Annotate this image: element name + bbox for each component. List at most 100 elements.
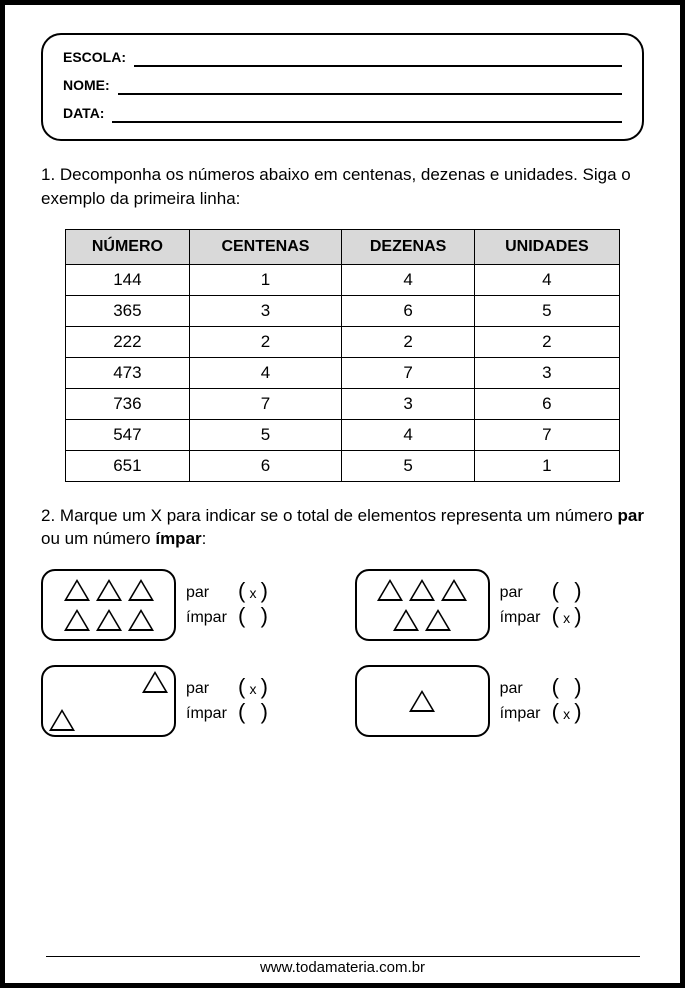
par-checkbox[interactable] [552,678,582,700]
table-row: 473473 [66,357,620,388]
impar-checkbox[interactable] [238,703,268,725]
impar-label: ímpar [186,609,234,627]
impar-row: ímparx [500,607,582,629]
q2-part-b: ou um número [41,529,155,548]
table-cell: 3 [189,295,342,326]
table-cell: 651 [66,450,190,481]
shape-row [363,579,482,601]
name-row: NOME: [63,77,622,95]
table-row: 547547 [66,419,620,450]
student-info-box: ESCOLA: NOME: DATA: [41,33,644,141]
triangle-icon [128,609,154,631]
shape-box [355,569,490,641]
choices-grid: parxímparparímparxparxímparparímparx [41,569,644,737]
table-cell: 3 [342,388,475,419]
shape-row [49,609,168,631]
par-label: par [186,680,234,698]
table-cell: 2 [189,326,342,357]
shape-row [363,690,482,712]
table-cell: 4 [342,264,475,295]
triangle-icon [425,609,451,631]
question-1-text: 1. Decomponha os números abaixo em cente… [41,163,644,211]
shape-box [41,665,176,737]
table-cell: 6 [189,450,342,481]
triangle-icon [409,690,435,712]
impar-checkbox[interactable]: x [552,607,582,629]
q2-part-c: : [202,529,207,548]
par-checkbox[interactable]: x [238,582,268,604]
table-cell: 5 [342,450,475,481]
impar-checkbox[interactable]: x [552,703,582,725]
triangle-icon [142,671,168,693]
table-cell: 5 [189,419,342,450]
choice-item: par ímparx [355,569,644,641]
choice-labels: par ímparx [500,675,582,728]
par-checkbox[interactable] [552,582,582,604]
triangle-icon [393,609,419,631]
table-row: 222222 [66,326,620,357]
date-input-line[interactable] [112,107,622,123]
choice-labels: par ímparx [500,579,582,632]
worksheet-page: ESCOLA: NOME: DATA: 1. Decomponha os núm… [0,0,685,988]
table-header-row: NÚMERO CENTENAS DEZENAS UNIDADES [66,229,620,264]
q2-bold-par: par [618,506,644,525]
table-cell: 4 [189,357,342,388]
col-unidades: UNIDADES [474,229,619,264]
shape-row [49,579,168,601]
par-label: par [500,584,548,602]
shape-box [41,569,176,641]
table-cell: 1 [189,264,342,295]
col-dezenas: DEZENAS [342,229,475,264]
table-cell: 2 [474,326,619,357]
triangle-icon [128,579,154,601]
check-mark: x [250,681,257,697]
par-label: par [500,680,548,698]
impar-checkbox[interactable] [238,607,268,629]
impar-label: ímpar [500,609,548,627]
choice-item: parxímpar [41,569,330,641]
footer: www.todamateria.com.br [5,956,680,977]
par-checkbox[interactable]: x [238,678,268,700]
check-mark: x [563,610,570,626]
table-cell: 7 [474,419,619,450]
shape-row [363,609,482,631]
table-cell: 736 [66,388,190,419]
school-input-line[interactable] [134,51,622,67]
footer-divider [46,956,640,957]
table-cell: 6 [474,388,619,419]
table-row: 736736 [66,388,620,419]
impar-row: ímpar [186,607,268,629]
table-cell: 144 [66,264,190,295]
decomposition-table: NÚMERO CENTENAS DEZENAS UNIDADES 1441443… [65,229,620,482]
col-centenas: CENTENAS [189,229,342,264]
name-input-line[interactable] [118,79,622,95]
triangle-icon [377,579,403,601]
par-row: par [500,582,582,604]
table-row: 651651 [66,450,620,481]
q2-part-a: 2. Marque um X para indicar se o total d… [41,506,618,525]
table-cell: 365 [66,295,190,326]
par-row: parx [186,582,268,604]
table-cell: 4 [474,264,619,295]
choice-item: parx ímpar [41,665,330,737]
table-cell: 3 [474,357,619,388]
triangle-icon [49,709,75,731]
table-row: 144144 [66,264,620,295]
table-cell: 222 [66,326,190,357]
triangle-icon [96,609,122,631]
table-cell: 547 [66,419,190,450]
triangle-icon [96,579,122,601]
impar-row: ímpar [186,703,268,725]
name-label: NOME: [63,77,110,95]
choice-labels: parx ímpar [186,675,268,728]
par-label: par [186,584,234,602]
footer-url: www.todamateria.com.br [260,959,425,976]
table-cell: 6 [342,295,475,326]
table-cell: 2 [342,326,475,357]
col-numero: NÚMERO [66,229,190,264]
date-row: DATA: [63,105,622,123]
choice-item: par ímparx [355,665,644,737]
triangle-icon [64,579,90,601]
table-cell: 5 [474,295,619,326]
impar-row: ímparx [500,703,582,725]
